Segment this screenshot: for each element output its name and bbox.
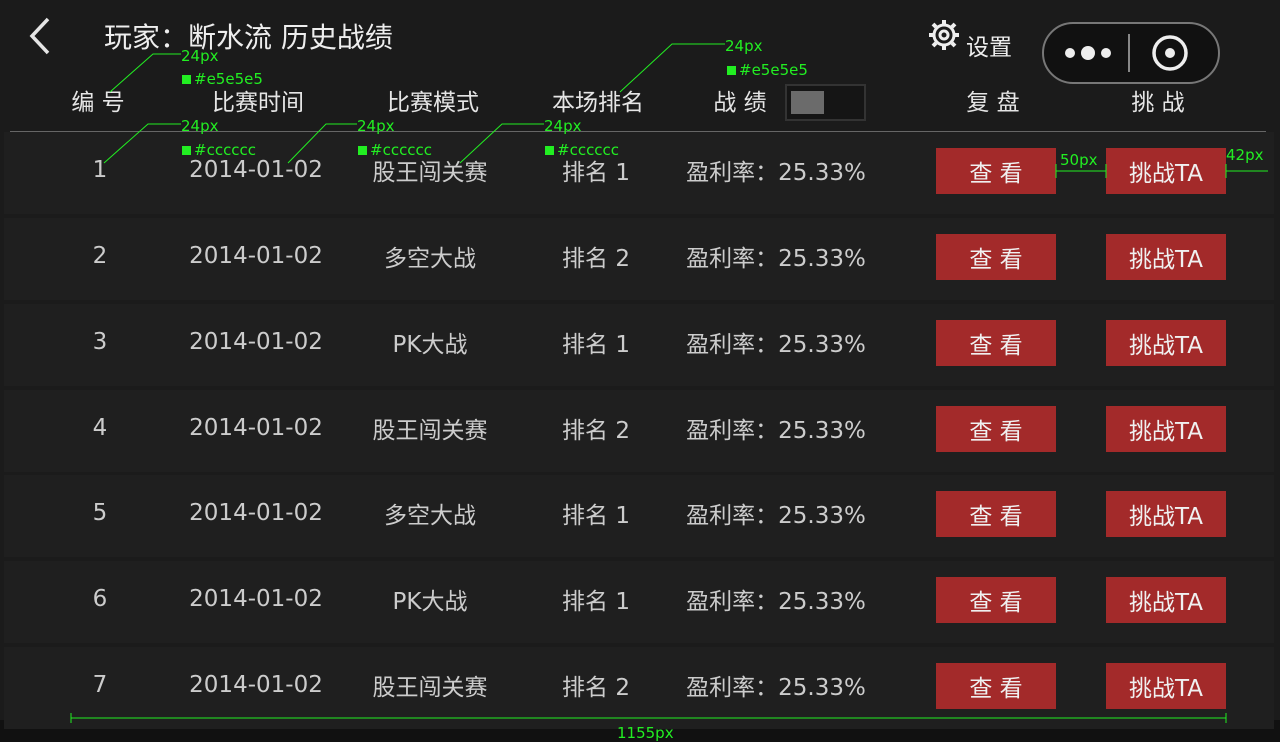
annotation-text: #cccccc (557, 141, 620, 159)
annotation-text: #e5e5e5 (194, 70, 263, 88)
annotation: #cccccc (545, 141, 619, 159)
challenge-button[interactable]: 挑战TA (1106, 406, 1226, 452)
table-row (4, 304, 1274, 386)
table-cell: 排名 1 (562, 589, 630, 615)
table-row (4, 218, 1274, 300)
table-cell: 盈利率：25.33% (686, 675, 866, 701)
annotation-text: #cccccc (194, 141, 257, 159)
table-cell: 多空大战 (384, 246, 476, 272)
table-row (4, 475, 1274, 557)
column-header: 本场排名 (552, 90, 644, 116)
table-cell: 2014-01-02 (189, 586, 323, 612)
table-cell: 4 (92, 415, 108, 441)
annotation-text: 24px (357, 117, 395, 135)
annotation-text: 24px (181, 117, 219, 135)
annotation-text: 42px (1226, 146, 1264, 164)
challenge-button[interactable]: 挑战TA (1106, 320, 1226, 366)
table-cell: 2014-01-02 (189, 243, 323, 269)
settings-icon[interactable] (926, 17, 962, 53)
view-button[interactable]: 查 看 (936, 234, 1056, 280)
table-cell: 股王闯关赛 (372, 675, 488, 701)
capsule-button (1042, 22, 1220, 84)
column-header: 比赛时间 (212, 90, 304, 116)
view-button[interactable]: 查 看 (936, 320, 1056, 366)
annotation: 1155px (617, 724, 674, 742)
table-cell: 排名 2 (562, 675, 630, 701)
annotation-text: 50px (1060, 151, 1098, 169)
table-cell: 盈利率：25.33% (686, 503, 866, 529)
table-row (4, 561, 1274, 643)
column-header: 编 号 (71, 90, 125, 116)
view-button[interactable]: 查 看 (936, 406, 1056, 452)
table-cell: 2014-01-02 (189, 672, 323, 698)
challenge-button[interactable]: 挑战TA (1106, 491, 1226, 537)
toggle[interactable] (785, 84, 866, 121)
table-cell: 2014-01-02 (189, 500, 323, 526)
annotation: 24px (544, 117, 582, 135)
annotation: #cccccc (358, 141, 432, 159)
table-cell: 2014-01-02 (189, 415, 323, 441)
column-header: 比赛模式 (387, 90, 479, 116)
table-cell: 排名 2 (562, 418, 630, 444)
table-cell: 5 (92, 500, 108, 526)
table-row (4, 390, 1274, 472)
capsule-icons[interactable] (1044, 24, 1218, 82)
table-cell: PK大战 (392, 589, 468, 615)
annotation: #e5e5e5 (182, 70, 263, 88)
table-cell: 2 (92, 243, 108, 269)
view-button[interactable]: 查 看 (936, 663, 1056, 709)
view-button[interactable]: 查 看 (936, 148, 1056, 194)
column-header: 战 绩 (713, 90, 767, 116)
view-button[interactable]: 查 看 (936, 577, 1056, 623)
table-cell: 股王闯关赛 (372, 160, 488, 186)
table-row (4, 647, 1274, 729)
annotation-text: #cccccc (370, 141, 433, 159)
annotation: 42px (1226, 146, 1264, 164)
table-cell: 排名 2 (562, 246, 630, 272)
table-cell: 股王闯关赛 (372, 418, 488, 444)
table-cell: 盈利率：25.33% (686, 160, 866, 186)
table-cell: 6 (92, 586, 108, 612)
table-cell: 排名 1 (562, 160, 630, 186)
table-cell: 盈利率：25.33% (686, 246, 866, 272)
challenge-button[interactable]: 挑战TA (1106, 234, 1226, 280)
annotation: #cccccc (182, 141, 256, 159)
table-cell: 2014-01-02 (189, 329, 323, 355)
annotation: 24px (181, 47, 219, 65)
settings-label[interactable]: 设置 (966, 35, 1012, 61)
annotation-text: 1155px (617, 724, 674, 742)
table-cell: 2014-01-02 (189, 157, 323, 183)
annotation-text: #e5e5e5 (739, 61, 808, 79)
annotation-text: 24px (181, 47, 219, 65)
table-cell: 多空大战 (384, 503, 476, 529)
view-button[interactable]: 查 看 (936, 491, 1056, 537)
annotation: 24px (357, 117, 395, 135)
table-cell: 盈利率：25.33% (686, 589, 866, 615)
column-header: 复 盘 (966, 90, 1020, 116)
challenge-button[interactable]: 挑战TA (1106, 148, 1226, 194)
table-row (4, 132, 1274, 214)
table-cell: 盈利率：25.33% (686, 418, 866, 444)
annotation: 24px (181, 117, 219, 135)
annotation: 50px (1060, 151, 1098, 169)
table-cell: 7 (92, 672, 108, 698)
challenge-button[interactable]: 挑战TA (1106, 663, 1226, 709)
annotation-text: 24px (544, 117, 582, 135)
challenge-button[interactable]: 挑战TA (1106, 577, 1226, 623)
table-cell: 排名 1 (562, 332, 630, 358)
column-header: 挑 战 (1131, 90, 1185, 116)
table-cell: PK大战 (392, 332, 468, 358)
table-cell: 盈利率：25.33% (686, 332, 866, 358)
table-cell: 1 (92, 157, 108, 183)
back-icon[interactable] (26, 16, 56, 56)
annotation: #e5e5e5 (727, 61, 808, 79)
table-cell: 3 (92, 329, 108, 355)
page-title: 玩家：断水流 历史战绩 (104, 21, 393, 54)
annotation: 24px (725, 37, 763, 55)
table-cell: 排名 1 (562, 503, 630, 529)
annotation-text: 24px (725, 37, 763, 55)
